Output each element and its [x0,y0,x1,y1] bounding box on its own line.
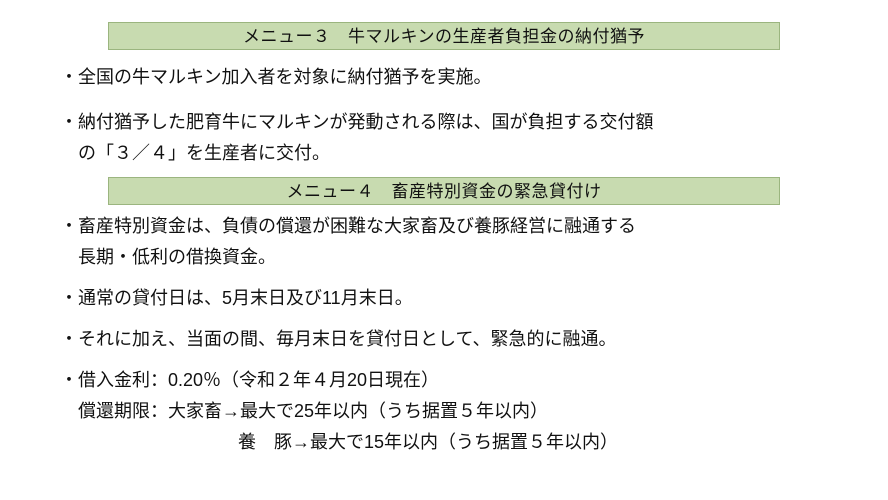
menu4-line4b: 償還期限：大家畜→最大で25年以内（うち据置５年以内） [48,398,840,425]
spacer [48,316,840,326]
menu3-title-bar: メニュー３ 牛マルキンの生産者負担金の納付猶予 [108,22,780,50]
spacer [48,357,840,367]
spacer [48,95,840,109]
menu3-line2b: の「３／４」を生産者に交付。 [48,140,840,167]
menu3-line1: ・全国の牛マルキン加入者を対象に納付猶予を実施。 [48,64,840,91]
spacer [48,275,840,285]
menu4-line3: ・それに加え、当面の間、毎月末日を貸付日として、緊急的に融通。 [48,326,840,353]
menu3-line2a: ・納付猶予した肥育牛にマルキンが発動される際は、国が負担する交付額 [48,109,840,136]
menu4-line1a: ・畜産特別資金は、負債の償還が困難な大家畜及び養豚経営に融通する [48,213,840,240]
menu4-title-text: メニュー４ 畜産特別資金の緊急貸付け [287,182,602,201]
slide-page: メニュー３ 牛マルキンの生産者負担金の納付猶予 ・全国の牛マルキン加入者を対象に… [0,0,888,456]
menu4-line1b: 長期・低利の借換資金。 [48,244,840,271]
menu3-title-text: メニュー３ 牛マルキンの生産者負担金の納付猶予 [243,27,645,46]
menu4-line4a: ・借入金利：0.20％（令和２年４月20日現在） [48,367,840,394]
menu4-title-bar: メニュー４ 畜産特別資金の緊急貸付け [108,177,780,205]
menu4-line2: ・通常の貸付日は、5月末日及び11月末日。 [48,285,840,312]
menu4-line4c: 養 豚→最大で15年以内（うち据置５年以内） [48,429,840,456]
